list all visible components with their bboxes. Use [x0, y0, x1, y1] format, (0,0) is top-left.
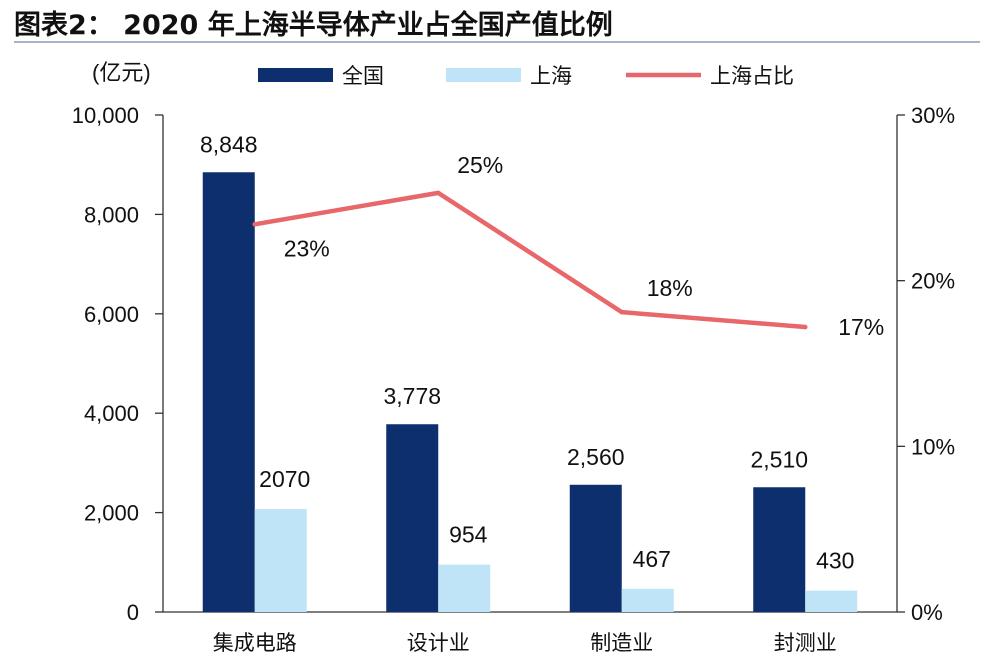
y-tick-label-right: 30% [911, 103, 955, 128]
bar-shanghai [254, 509, 307, 612]
y-tick-label-left: 2,000 [84, 501, 139, 526]
unit-label: (亿元) [92, 60, 151, 85]
y-tick-label-right: 10% [911, 434, 955, 459]
line-shanghai-share [252, 190, 808, 330]
data-label-national: 2,560 [567, 444, 625, 470]
x-axis: 集成电路 设计业 制造业 封测业 [163, 611, 897, 655]
data-label-national: 8,848 [200, 131, 258, 157]
line-point-shanghai-share [436, 190, 441, 196]
data-label-share: 18% [647, 275, 693, 301]
bar-national [569, 484, 622, 612]
legend-label: 上海占比 [710, 64, 794, 88]
data-label-shanghai: 2070 [259, 466, 310, 492]
legend-label: 上海 [530, 64, 572, 88]
y-tick-label-left: 0 [127, 600, 139, 625]
line-point-shanghai-share [252, 222, 257, 227]
y-axis-left: 0 2,000 4,000 6,000 8,000 10,000 [72, 103, 164, 625]
bar-national [386, 424, 439, 612]
bar-national [202, 172, 255, 612]
bar-national [753, 487, 806, 612]
y-tick-label-left: 6,000 [84, 302, 139, 327]
x-tick-label: 制造业 [590, 631, 653, 655]
legend-swatch-0 [258, 68, 333, 82]
bar-shanghai [621, 588, 674, 612]
x-tick-label: 集成电路 [213, 631, 297, 655]
data-label-share: 23% [284, 235, 330, 261]
y-axis-right: 0% 10% 20% 30% [896, 103, 955, 625]
line-point-shanghai-share [803, 324, 808, 330]
y-tick-label-left: 8,000 [84, 202, 139, 227]
legend-swatch-1 [446, 68, 521, 82]
data-label-national: 3,778 [383, 383, 441, 409]
data-label-shanghai: 954 [449, 522, 488, 548]
data-label-share: 25% [457, 152, 503, 178]
line-point-shanghai-share [619, 309, 624, 315]
data-label-shanghai: 430 [816, 548, 854, 574]
data-labels: 8,848 2070 3,778 954 2,560 467 2,510 430 23% 25% 1… [200, 131, 884, 573]
x-tick-label: 设计业 [407, 631, 470, 655]
y-tick-label-left: 4,000 [84, 401, 139, 426]
line-series [252, 190, 808, 330]
x-tick-label: 封测业 [774, 631, 837, 655]
y-tick-label-right: 20% [911, 269, 955, 294]
bars [202, 172, 858, 612]
legend: 全国 上海 上海占比 [258, 64, 794, 88]
y-tick-label-left: 10,000 [72, 103, 139, 128]
chart-title: 图表2： 2020 年上海半导体产业占全国产值比例 [14, 9, 613, 41]
data-label-national: 2,510 [750, 446, 808, 472]
data-label-shanghai: 467 [633, 546, 671, 572]
y-tick-label-right: 0% [911, 600, 943, 625]
bar-shanghai [805, 590, 858, 612]
data-label-share: 17% [838, 314, 884, 340]
bar-shanghai [438, 564, 491, 612]
legend-label: 全国 [342, 64, 384, 88]
